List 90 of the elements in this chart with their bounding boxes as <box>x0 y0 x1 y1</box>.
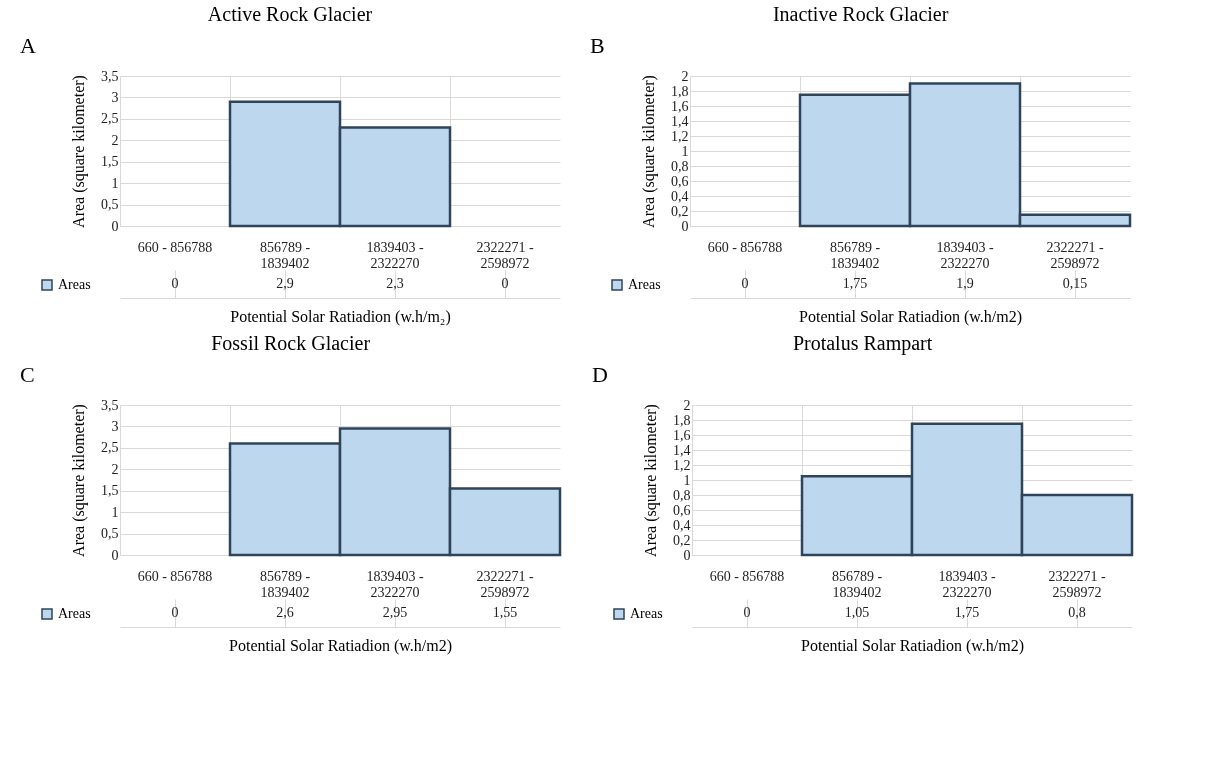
y-tick-label: 1 <box>111 504 119 520</box>
data-label: 0 <box>171 276 179 291</box>
data-label: 1,75 <box>842 276 868 291</box>
x-tick-label: 1839403 - 2322270 <box>366 568 424 600</box>
x-axis-title: Potential Solar Ratiadion (w.h/m₂) <box>230 307 451 326</box>
data-label: 0 <box>501 276 509 291</box>
y-tick-label: 0 <box>683 547 691 563</box>
x-tick-label: 856789 - 1839402 <box>259 568 311 600</box>
data-label: 1,05 <box>844 605 870 620</box>
x-tick-label: 856789 - 1839402 <box>829 239 881 271</box>
text: C <box>20 362 35 387</box>
x-tick-label: 660 - 856788 <box>707 239 783 255</box>
x-tick-label: 2322271 - 2598972 <box>1048 568 1106 600</box>
y-tick-label: 1,2 <box>673 457 691 473</box>
data-label: 0,15 <box>1062 276 1088 291</box>
x-tick-label: 2322271 - 2598972 <box>476 568 534 600</box>
y-axis-title: Area (square kilometer) <box>70 75 88 228</box>
y-tick-label: 2 <box>111 132 119 148</box>
y-tick-label: 0,8 <box>673 487 691 503</box>
y-tick-label: 0 <box>111 218 119 234</box>
y-tick-label: 1 <box>681 143 689 159</box>
y-tick-label: 0,5 <box>101 526 119 542</box>
y-tick-label: 1,2 <box>671 128 689 144</box>
y-tick-label: 0 <box>681 218 689 234</box>
y-tick-label: 2 <box>683 397 691 413</box>
chart-title: Protalus Rampart <box>792 332 933 355</box>
text: A <box>20 33 36 58</box>
chart-title: Inactive Rock Glacier <box>772 3 949 25</box>
x-tick-label: 660 - 856788 <box>709 568 785 584</box>
data-label: 1,9 <box>956 276 974 291</box>
text: B <box>590 33 605 58</box>
data-label: 1,75 <box>954 605 980 620</box>
x-tick-label: 856789 - 1839402 <box>259 239 311 271</box>
y-tick-label: 0 <box>111 547 119 563</box>
y-tick-label: 1,5 <box>101 154 119 170</box>
y-tick-label: 2 <box>681 68 689 84</box>
y-tick-label: 0,5 <box>101 197 119 213</box>
data-label: 0 <box>741 276 749 291</box>
y-tick-label: 1 <box>683 472 691 488</box>
legend-label: Areas <box>58 277 91 292</box>
x-axis-title: Potential Solar Ratiadion (w.h/m2) <box>801 636 1024 655</box>
y-axis-title: Area (square kilometer) <box>70 404 88 557</box>
data-label: 2,9 <box>276 276 294 291</box>
x-tick-label: 2322271 - 2598972 <box>476 239 534 271</box>
legend-label: Areas <box>58 606 91 621</box>
y-axis-title: Area (square kilometer) <box>642 404 660 557</box>
x-tick-label: 660 - 856788 <box>137 239 213 255</box>
y-tick-label: 3 <box>111 89 119 105</box>
x-axis-title: Potential Solar Ratiadion (w.h/m2) <box>229 636 452 655</box>
text: D <box>592 362 608 387</box>
y-tick-label: 1,6 <box>671 98 689 114</box>
y-tick-label: 2 <box>111 461 119 477</box>
y-tick-label: 0,6 <box>671 173 689 189</box>
y-tick-label: 0,2 <box>671 203 689 219</box>
y-tick-label: 3,5 <box>101 68 119 84</box>
y-tick-label: 0,4 <box>671 188 689 204</box>
legend-label: Areas <box>628 277 661 292</box>
y-tick-label: 1,4 <box>673 442 691 458</box>
y-tick-label: 1,4 <box>671 113 689 129</box>
x-tick-label: 1839403 - 2322270 <box>366 239 424 271</box>
data-label: 0,8 <box>1068 605 1086 620</box>
y-tick-label: 2,5 <box>101 111 119 127</box>
x-tick-label: 2322271 - 2598972 <box>1046 239 1104 271</box>
x-tick-label: 1839403 - 2322270 <box>936 239 994 271</box>
y-tick-label: 0,2 <box>673 532 691 548</box>
data-label: 0 <box>743 605 751 620</box>
data-label: 2,6 <box>276 605 294 620</box>
y-tick-label: 0,4 <box>673 517 691 533</box>
data-label: 0 <box>171 605 179 620</box>
chart-title: Active Rock Glacier <box>207 3 373 25</box>
chart-title: Fossil Rock Glacier <box>211 332 371 354</box>
x-tick-label: 660 - 856788 <box>137 568 213 584</box>
y-tick-label: 0,6 <box>673 502 691 518</box>
y-tick-label: 1,5 <box>101 483 119 499</box>
y-tick-label: 2,5 <box>101 440 119 456</box>
data-label: 2,95 <box>382 605 408 620</box>
y-axis-title: Area (square kilometer) <box>640 75 658 228</box>
y-tick-label: 1,8 <box>671 83 689 99</box>
y-tick-label: 1,8 <box>673 412 691 428</box>
data-label: 1,55 <box>492 605 518 620</box>
x-axis-title: Potential Solar Ratiadion (w.h/m2) <box>799 307 1022 326</box>
x-tick-label: 856789 - 1839402 <box>831 568 883 600</box>
y-tick-label: 3 <box>111 418 119 434</box>
y-tick-label: 0,8 <box>671 158 689 174</box>
legend-label: Areas <box>630 606 663 621</box>
y-tick-label: 1,6 <box>673 427 691 443</box>
y-tick-label: 3,5 <box>101 397 119 413</box>
x-tick-label: 1839403 - 2322270 <box>938 568 996 600</box>
data-label: 2,3 <box>386 276 404 291</box>
y-tick-label: 1 <box>111 175 119 191</box>
